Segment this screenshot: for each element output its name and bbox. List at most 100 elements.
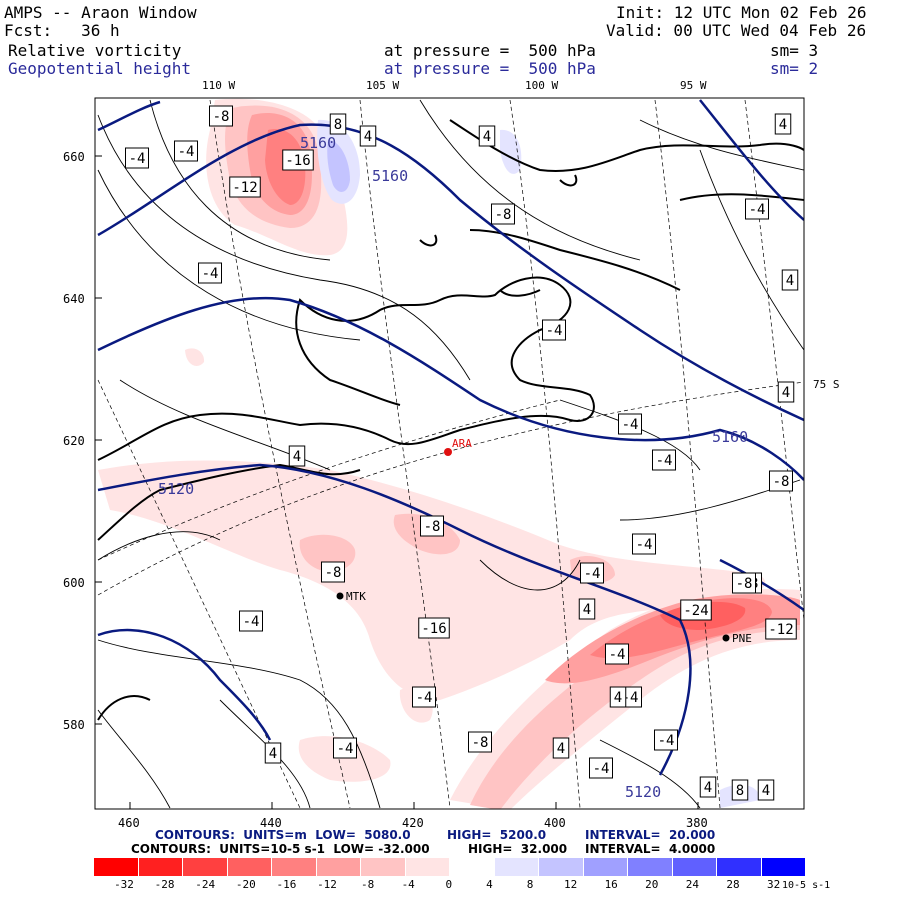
svg-text:-8: -8 [472, 735, 489, 751]
station-ara-marker[interactable] [444, 448, 452, 456]
svg-text:-4: -4 [658, 733, 675, 749]
height-contour-interval: INTERVAL= 20.000 [585, 828, 716, 842]
height-label: 5120 [158, 480, 194, 498]
vorticity-contour-label: -8 [491, 203, 515, 225]
vorticity-contour-label: 4 [478, 125, 496, 147]
valid-time: Valid: 00 UTC Wed 04 Feb 26 [606, 21, 867, 40]
svg-text:-16: -16 [421, 621, 446, 637]
forecast-hour: Fcst: 36 h [4, 21, 120, 40]
svg-text:4: 4 [583, 602, 591, 618]
svg-text:8: 8 [736, 783, 744, 799]
svg-text:4: 4 [614, 690, 622, 706]
top-lon-labels: 110 W 105 W 100 W 95 W [202, 79, 707, 92]
svg-text:8: 8 [334, 117, 342, 133]
vorticity-contour-label: -12 [229, 176, 261, 198]
svg-text:-8: -8 [773, 474, 790, 490]
station-pne-label: PNE [732, 632, 752, 645]
x-tick-label: 460 [118, 816, 140, 830]
tick-marks [95, 155, 699, 809]
height-label: 5160 [300, 134, 336, 152]
lon-label: 95 W [680, 79, 707, 92]
colorbar-swatch [405, 858, 450, 876]
lon-label: 110 W [202, 79, 235, 92]
vorticity-contour-label: -4 [125, 147, 149, 169]
vorticity-contours [97, 99, 804, 809]
svg-text:-4: -4 [178, 144, 195, 160]
field2-name: Geopotential height [8, 59, 192, 78]
lat-label: 75 S [813, 378, 840, 391]
svg-text:-8: -8 [736, 576, 753, 592]
svg-text:-4: -4 [656, 453, 673, 469]
svg-text:-4: -4 [622, 417, 639, 433]
vorticity-contour-label: -4 [239, 610, 263, 632]
height-label: 5120 [625, 783, 661, 801]
vorticity-contour-label: -4 [618, 413, 642, 435]
vorticity-contour-label: 4 [578, 598, 596, 620]
vorticity-contour-label: -8 [769, 470, 793, 492]
colorbar-swatch [361, 858, 406, 876]
vorticity-contour-label: -8 [209, 105, 233, 127]
svg-text:-4: -4 [546, 323, 563, 339]
bottom-axis: 460 440 420 400 380 [118, 816, 708, 830]
map-frame [94, 97, 805, 810]
svg-text:-8: -8 [213, 109, 230, 125]
station-pne-marker[interactable] [722, 634, 730, 642]
vorticity-contour-interval: INTERVAL= 4.0000 [585, 842, 716, 856]
svg-text:-4: -4 [129, 151, 146, 167]
vorticity-contour-info: CONTOURS: UNITS=10-5 s-1 LOW= -32.000 [131, 842, 430, 856]
svg-text:4: 4 [782, 385, 790, 401]
y-tick-label: 620 [63, 434, 85, 448]
x-tick-label: 380 [686, 816, 708, 830]
colorbar-swatch [761, 858, 806, 876]
colorbar-swatch [227, 858, 272, 876]
vorticity-contour-label: -16 [418, 617, 450, 639]
vorticity-contour-label: -16 [282, 149, 314, 171]
svg-text:-4: -4 [243, 614, 260, 630]
colorbar [94, 858, 806, 876]
vorticity-contour-label: 4 [288, 445, 306, 467]
station-mtk-marker[interactable] [336, 592, 344, 600]
y-tick-label: 580 [63, 718, 85, 732]
svg-text:-8: -8 [325, 565, 342, 581]
svg-text:-24: -24 [683, 603, 708, 619]
station-mtk-label: MTK [346, 590, 366, 603]
svg-text:4: 4 [364, 129, 372, 145]
svg-text:4: 4 [704, 780, 712, 796]
vorticity-contour-label: 4 [757, 779, 775, 801]
svg-text:-4: -4 [416, 690, 433, 706]
colorbar-swatch [94, 858, 139, 876]
svg-text:-4: -4 [749, 202, 766, 218]
colorbar-swatch [494, 858, 539, 876]
colorbar-swatch [316, 858, 361, 876]
colorbar-swatch [539, 858, 584, 876]
field2-pressure: at pressure = 500 hPa [384, 59, 596, 78]
init-time: Init: 12 UTC Mon 02 Feb 26 [616, 3, 867, 22]
svg-text:4: 4 [269, 746, 277, 762]
vorticity-contour-label: -4 [632, 533, 656, 555]
vorticity-contour-label: 4 [609, 686, 627, 708]
svg-text:-4: -4 [584, 566, 601, 582]
vorticity-contour-label: 4 [781, 269, 799, 291]
vorticity-contour-label: -12 [765, 618, 797, 640]
height-label: 5160 [712, 428, 748, 446]
colorbar-swatch [138, 858, 183, 876]
height-contours [97, 99, 804, 776]
station-ara-label: ARA [452, 437, 472, 450]
colorbar-swatch [717, 858, 762, 876]
vorticity-contour-label: 8 [731, 779, 749, 801]
vorticity-contour-label: -4 [652, 449, 676, 471]
svg-text:-12: -12 [768, 622, 793, 638]
field1-name: Relative vorticity [8, 41, 182, 60]
x-tick-label: 420 [402, 816, 424, 830]
svg-text:-8: -8 [495, 207, 512, 223]
y-tick-label: 660 [63, 150, 85, 164]
height-label: 5160 [372, 167, 408, 185]
station-markers: ARA MTK PNE [336, 437, 752, 645]
svg-text:4: 4 [483, 129, 491, 145]
vorticity-contour-label: -4 [542, 319, 566, 341]
svg-text:4: 4 [293, 449, 301, 465]
vorticity-contour-label: -4 [198, 262, 222, 284]
vorticity-contour-label: -8 [321, 561, 345, 583]
x-tick-label: 440 [260, 816, 282, 830]
